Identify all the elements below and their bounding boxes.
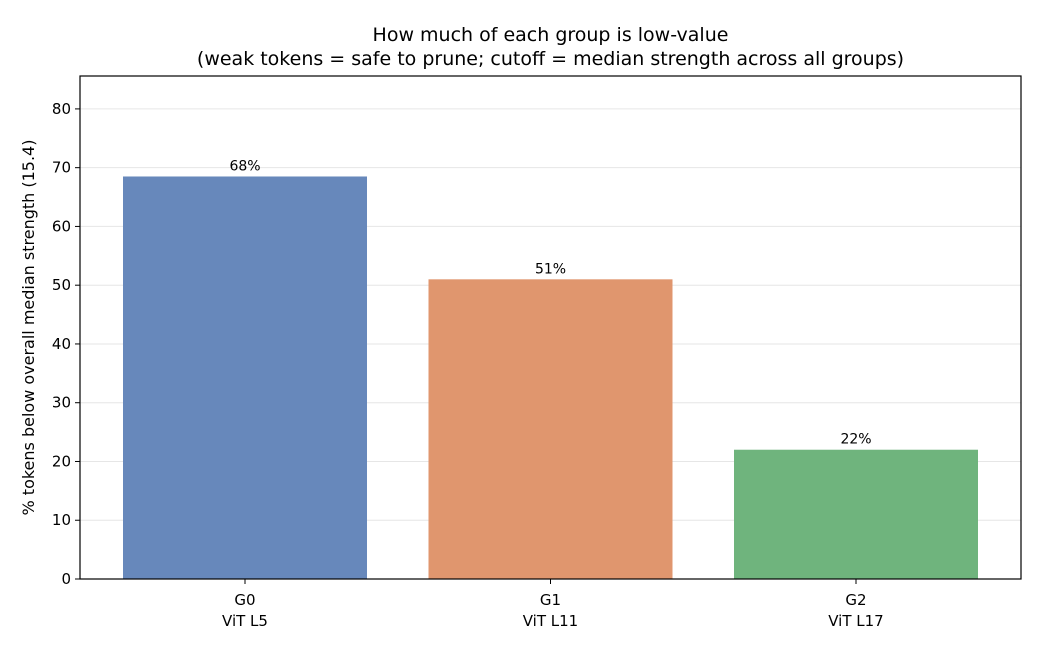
bar-data-label: 68% — [229, 158, 260, 174]
x-tick-label-group: G2 — [845, 591, 866, 609]
bar-data-label: 51% — [535, 261, 566, 277]
y-axis-label: % tokens below overall median strength (… — [19, 140, 38, 516]
y-tick-label: 70 — [52, 159, 71, 177]
bar-g1 — [428, 279, 673, 579]
x-tick-label-group: G1 — [540, 591, 561, 609]
bar-layer: 68% 51% 22% — [123, 158, 978, 579]
y-tick-label: 50 — [52, 276, 71, 294]
chart-title-line2: (weak tokens = safe to prune; cutoff = m… — [197, 48, 904, 70]
x-tick-label-layer: ViT L5 — [222, 612, 268, 630]
bar-g0 — [123, 176, 367, 579]
x-tick-label-layer: ViT L17 — [828, 612, 883, 630]
y-tick-label: 30 — [52, 394, 71, 412]
y-tick-label: 10 — [52, 511, 71, 529]
x-tick-label-layer: ViT L11 — [523, 612, 578, 630]
tick-layer: 0 10 20 30 40 50 60 70 80 G0 ViT L5 G1 ViT L11 G2 ViT … — [52, 100, 884, 630]
y-tick-label: 0 — [61, 570, 71, 588]
chart-title-line1: How much of each group is low-value — [373, 24, 729, 46]
y-tick-label: 40 — [52, 335, 71, 353]
x-tick-label-group: G0 — [234, 591, 255, 609]
y-tick-label: 80 — [52, 100, 71, 118]
bar-data-label: 22% — [840, 432, 871, 448]
y-tick-label: 60 — [52, 217, 71, 235]
y-tick-label: 20 — [52, 452, 71, 470]
bar-g2 — [734, 449, 978, 579]
